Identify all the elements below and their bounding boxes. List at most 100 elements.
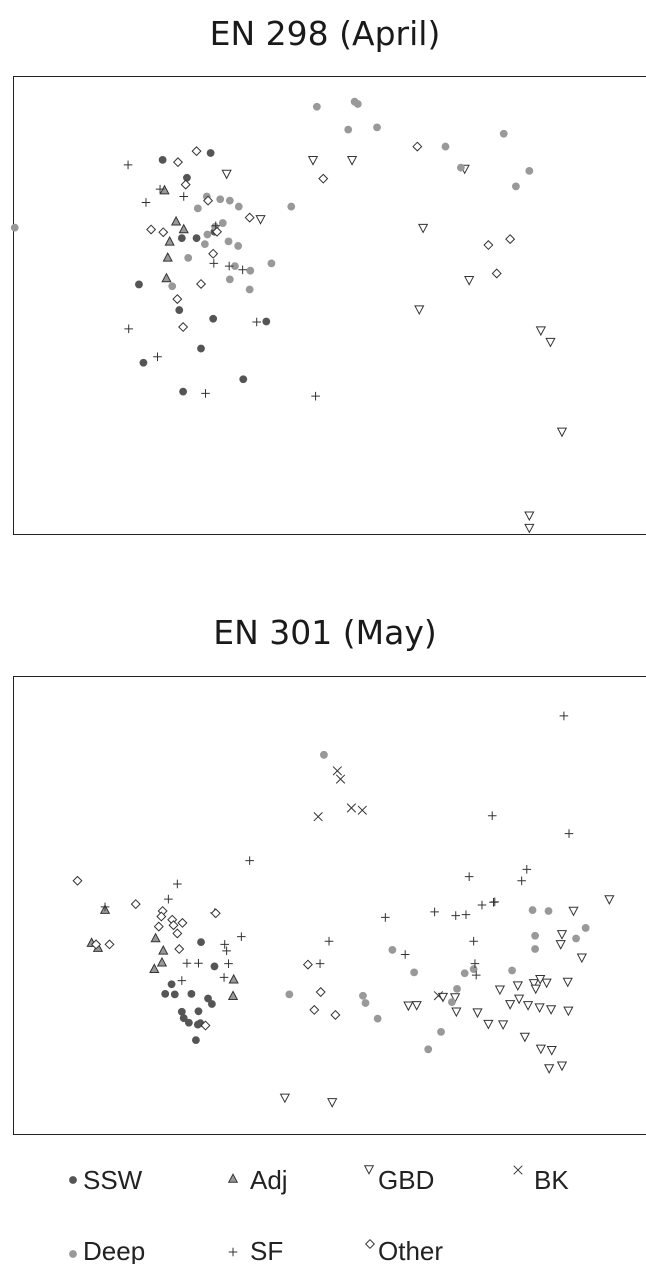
point-deep bbox=[373, 123, 381, 132]
point-adj bbox=[150, 932, 161, 943]
point-deep bbox=[528, 906, 537, 914]
point-deep bbox=[216, 195, 225, 204]
point-gbd bbox=[576, 953, 587, 964]
point-other bbox=[212, 226, 223, 237]
point-sf bbox=[324, 936, 334, 946]
point-deep bbox=[168, 282, 177, 291]
point-bk bbox=[335, 774, 346, 784]
legend-marker-adj bbox=[227, 1173, 239, 1183]
point-deep bbox=[456, 163, 465, 172]
point-gbd bbox=[512, 981, 523, 992]
point-sf bbox=[311, 391, 320, 401]
point-adj bbox=[158, 944, 169, 955]
point-deep bbox=[581, 924, 590, 932]
point-ssw bbox=[177, 234, 186, 243]
point-deep bbox=[285, 990, 294, 999]
point-sf bbox=[201, 389, 210, 398]
point-gbd bbox=[541, 978, 552, 989]
point-deep bbox=[203, 230, 212, 239]
point-other bbox=[412, 141, 423, 152]
legend-marker bbox=[227, 1173, 239, 1183]
point-gbd bbox=[464, 276, 475, 286]
legend-marker-gbd bbox=[363, 1165, 375, 1175]
point-gbd bbox=[556, 930, 568, 940]
point-other bbox=[315, 987, 326, 998]
point-gbd bbox=[528, 979, 539, 989]
point-gbd bbox=[535, 974, 546, 985]
point-sf bbox=[141, 198, 151, 207]
point-sf bbox=[469, 936, 478, 946]
legend-marker-sf bbox=[228, 1247, 238, 1257]
legend-label: Other bbox=[378, 1236, 443, 1264]
panel-april: EN 298 (April) bbox=[10, 14, 646, 535]
point-ssw bbox=[161, 989, 170, 998]
point-gbd bbox=[494, 985, 506, 996]
point-deep bbox=[353, 100, 362, 108]
point-deep bbox=[344, 125, 353, 134]
point-sf bbox=[471, 970, 481, 980]
point-deep bbox=[373, 1014, 382, 1023]
point-ssw bbox=[158, 155, 167, 164]
point-ssw bbox=[192, 1036, 200, 1045]
point-deep bbox=[437, 1028, 445, 1036]
point-ssw bbox=[135, 280, 143, 289]
point-ssw bbox=[206, 149, 215, 157]
legend-marker bbox=[228, 1247, 238, 1257]
point-adj bbox=[159, 184, 170, 195]
point-ssw bbox=[209, 314, 218, 323]
point-deep bbox=[225, 196, 234, 205]
point-gbd bbox=[546, 1045, 557, 1056]
plot-frame bbox=[13, 676, 646, 1135]
point-gbd bbox=[522, 1001, 534, 1011]
point-other bbox=[244, 212, 255, 223]
point-ssw bbox=[210, 962, 219, 971]
point-ssw bbox=[193, 1020, 202, 1029]
point-gbd bbox=[346, 156, 358, 166]
point-other bbox=[104, 939, 115, 950]
panel-may: EN 301 (May) bbox=[13, 613, 646, 1135]
point-other bbox=[318, 173, 329, 184]
legend-label: GBD bbox=[378, 1165, 434, 1195]
point-other bbox=[156, 911, 167, 922]
point-sf bbox=[461, 910, 471, 919]
point-other bbox=[172, 928, 183, 939]
legend-entry-sf: SF bbox=[228, 1236, 283, 1264]
point-gbd bbox=[403, 1001, 414, 1012]
point-deep bbox=[531, 931, 539, 940]
point-sf bbox=[564, 829, 574, 838]
point-sf bbox=[222, 946, 231, 956]
legend-marker bbox=[364, 1238, 376, 1250]
point-ssw bbox=[183, 173, 191, 182]
legend-marker bbox=[363, 1165, 375, 1175]
point-deep bbox=[531, 945, 539, 953]
point-gbd bbox=[411, 1001, 422, 1011]
point-other bbox=[168, 920, 179, 931]
legend-marker bbox=[69, 1250, 77, 1258]
point-deep bbox=[231, 262, 239, 271]
point-deep bbox=[544, 907, 553, 915]
point-gbd bbox=[545, 337, 556, 348]
point-sf bbox=[238, 265, 247, 275]
point-gbd bbox=[451, 1007, 462, 1018]
chart-title: EN 301 (May) bbox=[213, 613, 436, 652]
point-other bbox=[491, 268, 502, 279]
point-gbd bbox=[472, 1008, 483, 1019]
point-other bbox=[191, 146, 202, 157]
point-gbd bbox=[417, 223, 429, 234]
point-other bbox=[309, 1004, 320, 1015]
point-gbd bbox=[524, 511, 535, 522]
legend-entry-deep: Deep bbox=[69, 1236, 145, 1264]
point-sf bbox=[430, 907, 439, 917]
point-deep bbox=[320, 750, 328, 759]
point-other bbox=[172, 294, 183, 305]
point-other bbox=[178, 322, 189, 333]
point-deep bbox=[225, 275, 234, 284]
point-deep bbox=[448, 998, 456, 1007]
point-other bbox=[91, 939, 102, 950]
point-adj bbox=[227, 990, 239, 1000]
point-gbd bbox=[555, 940, 566, 950]
point-gbd bbox=[568, 906, 579, 917]
point-ssw bbox=[139, 358, 148, 367]
point-sf bbox=[153, 352, 162, 362]
